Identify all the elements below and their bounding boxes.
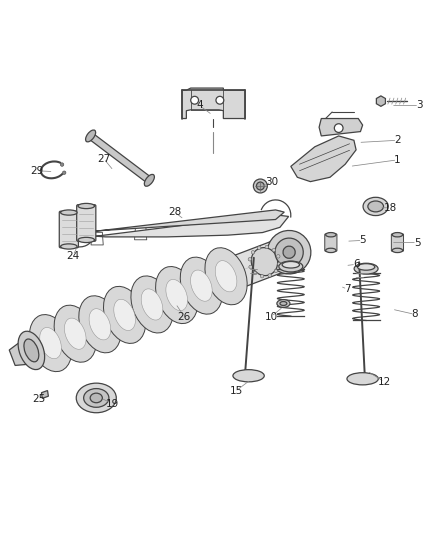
Text: 30: 30: [265, 176, 278, 187]
Ellipse shape: [205, 248, 247, 305]
FancyBboxPatch shape: [77, 205, 96, 241]
Ellipse shape: [325, 232, 336, 237]
Ellipse shape: [90, 393, 102, 403]
Ellipse shape: [166, 279, 187, 311]
Ellipse shape: [251, 248, 278, 276]
Ellipse shape: [277, 300, 290, 308]
Ellipse shape: [325, 248, 336, 253]
Text: 24: 24: [67, 251, 80, 261]
Circle shape: [268, 274, 272, 277]
Ellipse shape: [215, 261, 237, 292]
Polygon shape: [34, 238, 292, 363]
Text: 25: 25: [32, 394, 45, 404]
Circle shape: [251, 251, 255, 254]
Circle shape: [258, 246, 261, 249]
Text: 28: 28: [168, 207, 181, 217]
Ellipse shape: [78, 204, 95, 208]
Circle shape: [191, 96, 198, 104]
Ellipse shape: [283, 246, 295, 259]
Text: 5: 5: [414, 238, 420, 247]
Ellipse shape: [40, 327, 61, 359]
Circle shape: [63, 171, 66, 174]
Ellipse shape: [363, 197, 389, 215]
Ellipse shape: [275, 238, 303, 266]
Text: 6: 6: [353, 260, 360, 269]
Circle shape: [253, 179, 267, 193]
Text: 10: 10: [265, 312, 278, 321]
Ellipse shape: [354, 263, 378, 274]
Text: 1: 1: [394, 155, 401, 165]
Text: 27: 27: [97, 154, 110, 164]
Ellipse shape: [114, 300, 135, 330]
Ellipse shape: [141, 289, 163, 320]
Circle shape: [265, 245, 268, 249]
Polygon shape: [376, 96, 385, 107]
Circle shape: [249, 265, 252, 269]
Polygon shape: [42, 391, 48, 398]
FancyBboxPatch shape: [391, 234, 403, 251]
Circle shape: [60, 163, 64, 166]
Ellipse shape: [267, 230, 311, 274]
Ellipse shape: [368, 201, 384, 212]
FancyBboxPatch shape: [59, 211, 78, 248]
Circle shape: [274, 269, 278, 273]
Ellipse shape: [29, 314, 72, 372]
Text: 4: 4: [196, 100, 203, 110]
Ellipse shape: [131, 276, 173, 333]
Polygon shape: [71, 214, 289, 238]
Polygon shape: [319, 118, 363, 136]
Text: 2: 2: [394, 135, 401, 146]
Circle shape: [256, 182, 264, 190]
Circle shape: [277, 262, 281, 266]
Circle shape: [216, 96, 224, 104]
Ellipse shape: [54, 305, 96, 362]
Polygon shape: [75, 210, 284, 232]
Text: 29: 29: [31, 166, 44, 176]
Text: 19: 19: [106, 399, 119, 409]
Ellipse shape: [79, 296, 121, 353]
Ellipse shape: [84, 389, 109, 407]
Circle shape: [253, 271, 257, 275]
Text: 12: 12: [378, 377, 391, 387]
Text: 15: 15: [230, 385, 243, 395]
Ellipse shape: [392, 232, 403, 237]
Ellipse shape: [191, 270, 212, 301]
Ellipse shape: [347, 373, 378, 385]
Text: 7: 7: [344, 284, 351, 294]
Ellipse shape: [78, 237, 95, 243]
Circle shape: [260, 274, 264, 278]
Ellipse shape: [64, 318, 86, 349]
Ellipse shape: [279, 261, 303, 272]
Ellipse shape: [24, 339, 39, 362]
Circle shape: [334, 124, 343, 133]
FancyBboxPatch shape: [325, 234, 337, 251]
Ellipse shape: [76, 383, 116, 413]
Text: 18: 18: [384, 203, 398, 213]
Circle shape: [248, 257, 251, 261]
Ellipse shape: [89, 309, 111, 340]
Polygon shape: [9, 343, 27, 366]
Ellipse shape: [145, 174, 155, 186]
Text: 8: 8: [412, 309, 418, 319]
Text: 5: 5: [359, 236, 366, 245]
Ellipse shape: [180, 257, 223, 314]
Text: 26: 26: [177, 312, 191, 321]
Ellipse shape: [18, 331, 45, 369]
Ellipse shape: [233, 370, 264, 382]
Ellipse shape: [155, 266, 198, 324]
Ellipse shape: [85, 130, 95, 142]
Ellipse shape: [103, 286, 146, 343]
Circle shape: [276, 255, 280, 258]
Polygon shape: [182, 88, 245, 118]
Circle shape: [272, 248, 276, 252]
Ellipse shape: [60, 244, 77, 249]
Polygon shape: [291, 136, 356, 182]
Ellipse shape: [60, 210, 77, 215]
Ellipse shape: [282, 262, 300, 268]
Ellipse shape: [280, 302, 287, 305]
Ellipse shape: [392, 248, 403, 253]
Text: 3: 3: [416, 100, 423, 110]
Polygon shape: [88, 133, 152, 183]
Ellipse shape: [357, 264, 375, 270]
